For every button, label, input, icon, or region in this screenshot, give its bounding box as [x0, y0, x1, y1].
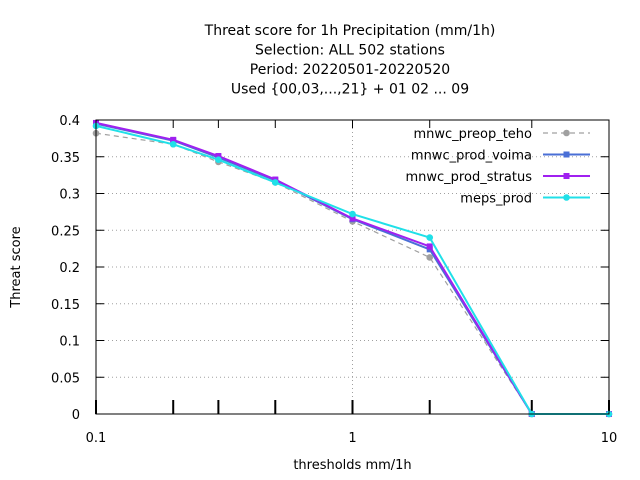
data-point [349, 215, 356, 222]
chart-title: Threat score for 1h Precipitation (mm/1h… [204, 23, 496, 98]
y-tick-label: 0.3 [59, 188, 80, 203]
legend: mnwc_preop_teho mnwc_prod_voima mnwc_prod_… [406, 127, 590, 207]
y-tick-label: 0.35 [51, 151, 80, 166]
legend-marker [563, 151, 570, 158]
y-axis-label: Threat score [9, 226, 24, 308]
y-tick-label: 0.4 [59, 114, 80, 129]
grid-lines [96, 120, 609, 414]
y-tick-label: 0.1 [59, 335, 80, 350]
legend-marker [563, 194, 570, 201]
y-tick-label: 0.2 [59, 261, 80, 276]
series-meps_prod [92, 122, 613, 418]
data-point [169, 140, 177, 148]
x-tick-label: 0.1 [86, 431, 107, 446]
data-point [215, 156, 222, 163]
data-point [349, 210, 356, 218]
x-axis-label: thresholds mm/1h [293, 458, 411, 473]
data-point [271, 179, 279, 186]
axis-ticks: 0 0.05 0.1 0.15 0.2 0.25 0.3 0.35 0.4 0.1 1 10 [51, 114, 617, 446]
legend-label: mnwc_prod_voima [411, 149, 532, 164]
data-point [426, 243, 433, 250]
legend-marker [563, 129, 570, 137]
x-tick-label: 10 [601, 431, 618, 446]
legend-label: meps_prod [460, 192, 532, 207]
y-tick-label: 0.15 [51, 298, 80, 313]
y-tick-label: 0.25 [51, 224, 80, 239]
x-tick-label: 1 [348, 431, 356, 446]
legend-item-mnwc_preop_teho: mnwc_preop_teho [414, 127, 590, 142]
legend-item-mnwc_prod_voima: mnwc_prod_voima [411, 149, 590, 164]
legend-marker [563, 173, 570, 179]
y-tick-label: 0.05 [51, 371, 80, 386]
legend-item-meps_prod: meps_prod [460, 192, 590, 207]
series-line [95, 132, 609, 415]
series-mnwc_preop_teho [92, 129, 613, 418]
legend-label: mnwc_prod_stratus [406, 170, 533, 185]
legend-label: mnwc_preop_teho [414, 127, 533, 142]
title-line-1: Threat score for 1h Precipitation (mm/1h… [204, 23, 496, 39]
series-line [95, 124, 609, 415]
title-line-2: Selection: ALL 502 stations [255, 43, 445, 59]
data-point [426, 234, 434, 241]
data-series [92, 119, 613, 418]
plot-frame [95, 119, 610, 415]
y-tick-label: 0 [72, 408, 80, 423]
data-point [426, 254, 434, 261]
data-point [170, 136, 177, 143]
legend-item-mnwc_prod_stratus: mnwc_prod_stratus [406, 170, 590, 185]
title-line-4: Used {00,03,...,21} + 01 02 ... 09 [231, 82, 469, 98]
title-line-3: Period: 20220501-20220520 [250, 62, 450, 78]
data-point [215, 153, 222, 160]
